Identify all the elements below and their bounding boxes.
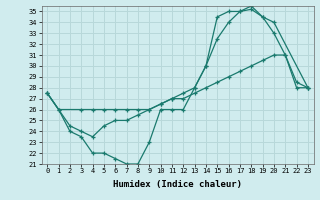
X-axis label: Humidex (Indice chaleur): Humidex (Indice chaleur) xyxy=(113,180,242,189)
